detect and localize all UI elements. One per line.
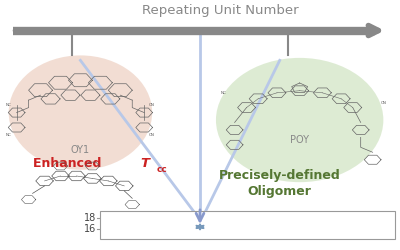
Ellipse shape: [216, 58, 383, 182]
Ellipse shape: [9, 56, 152, 170]
Text: NC: NC: [221, 91, 227, 95]
Text: NC: NC: [6, 133, 12, 137]
Text: CN: CN: [380, 100, 386, 104]
Text: 16: 16: [84, 224, 96, 234]
Polygon shape: [196, 224, 204, 230]
Text: Enhanced: Enhanced: [32, 157, 105, 170]
Text: CN: CN: [149, 103, 155, 107]
Bar: [100, 211, 395, 239]
Text: POY: POY: [290, 135, 309, 145]
Text: NC: NC: [6, 103, 12, 107]
Text: 18: 18: [84, 213, 96, 223]
Text: Repeating Unit Number: Repeating Unit Number: [142, 4, 298, 17]
Text: Precisely-defined
Oligomer: Precisely-defined Oligomer: [219, 169, 340, 198]
Text: OY1: OY1: [71, 145, 90, 155]
Text: CN: CN: [149, 133, 155, 137]
Text: cc: cc: [156, 165, 167, 174]
Text: T: T: [140, 157, 149, 170]
